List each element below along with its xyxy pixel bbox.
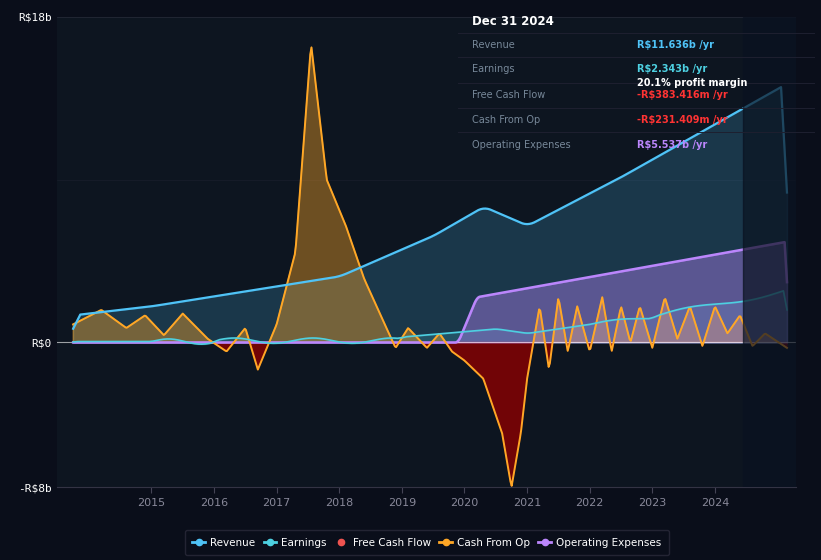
Text: Cash From Op: Cash From Op — [472, 115, 541, 125]
Text: R$2.343b /yr: R$2.343b /yr — [637, 64, 707, 73]
Text: -R$383.416m /yr: -R$383.416m /yr — [637, 90, 727, 100]
Text: -R$231.409m /yr: -R$231.409m /yr — [637, 115, 727, 125]
Text: Dec 31 2024: Dec 31 2024 — [472, 15, 554, 28]
Text: R$11.636b /yr: R$11.636b /yr — [637, 40, 713, 50]
Legend: Revenue, Earnings, Free Cash Flow, Cash From Op, Operating Expenses: Revenue, Earnings, Free Cash Flow, Cash … — [186, 530, 668, 555]
Text: Revenue: Revenue — [472, 40, 515, 50]
Text: Operating Expenses: Operating Expenses — [472, 140, 571, 150]
Text: R$5.537b /yr: R$5.537b /yr — [637, 140, 707, 150]
Text: Earnings: Earnings — [472, 64, 515, 73]
Text: 20.1% profit margin: 20.1% profit margin — [637, 78, 747, 88]
Text: Free Cash Flow: Free Cash Flow — [472, 90, 546, 100]
Bar — [743, 17, 796, 487]
